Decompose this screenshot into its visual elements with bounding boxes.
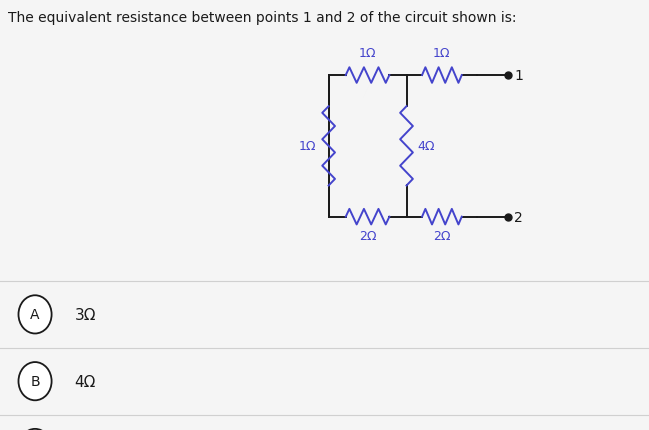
Text: 4Ω: 4Ω [75, 374, 96, 389]
Circle shape [18, 429, 52, 430]
Circle shape [18, 295, 52, 334]
Text: 1Ω: 1Ω [433, 47, 450, 60]
Circle shape [18, 362, 52, 400]
Text: B: B [31, 374, 40, 388]
Text: 2: 2 [514, 210, 523, 224]
Text: 1Ω: 1Ω [299, 140, 316, 153]
Text: 2Ω: 2Ω [433, 230, 450, 243]
Text: 1: 1 [514, 69, 523, 83]
Text: The equivalent resistance between points 1 and 2 of the circuit shown is:: The equivalent resistance between points… [8, 11, 517, 25]
Text: 3Ω: 3Ω [75, 307, 96, 322]
Text: A: A [31, 307, 40, 322]
Text: 1Ω: 1Ω [359, 47, 376, 60]
Text: 2Ω: 2Ω [359, 230, 376, 243]
Text: 4Ω: 4Ω [418, 140, 435, 153]
